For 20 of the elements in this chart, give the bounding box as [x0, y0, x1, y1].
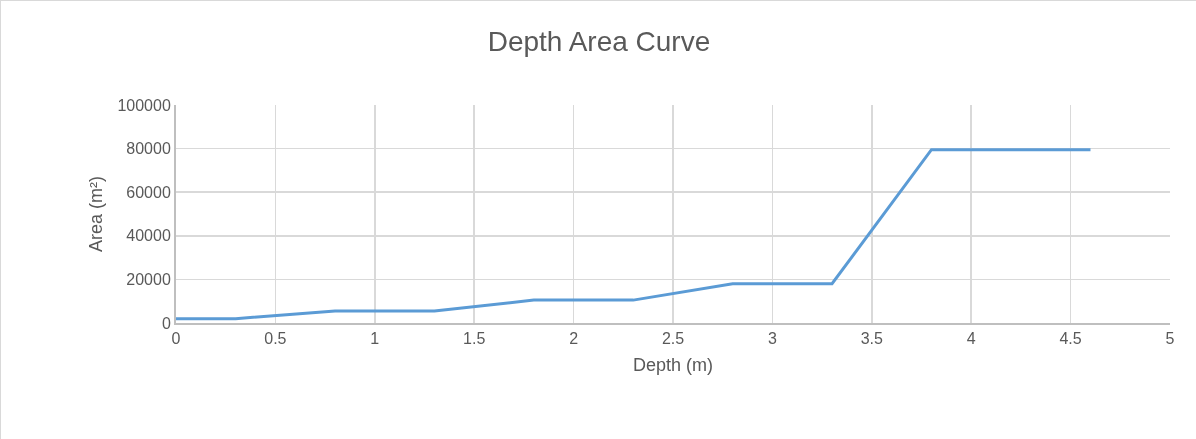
y-tick-label: 60000: [126, 183, 171, 201]
x-tick-label: 4.5: [1059, 330, 1082, 348]
y-tick-label: 20000: [126, 271, 171, 288]
x-tick-label: 1: [370, 330, 380, 348]
y-tick-label: 100000: [117, 96, 171, 114]
x-tick-label: 2.5: [661, 330, 685, 348]
x-tick-label: 4: [966, 330, 976, 348]
chart-title: Depth Area Curve: [487, 26, 711, 58]
x-tick-label: 0.5: [264, 330, 287, 348]
x-tick-label: 3: [767, 330, 777, 348]
x-axis-title: Depth (m): [632, 354, 714, 375]
y-tick-label: 80000: [126, 140, 171, 158]
x-tick-label: 5: [1165, 330, 1175, 348]
x-tick-label: 2: [569, 330, 579, 348]
y-tick-label: 40000: [126, 227, 171, 245]
x-tick-label: 1.5: [463, 330, 486, 348]
y-axis-title: Area (m²): [86, 176, 107, 252]
x-tick-label: 3.5: [860, 330, 884, 348]
y-tick-label: 0: [161, 314, 171, 332]
line-series: [176, 148, 1092, 321]
